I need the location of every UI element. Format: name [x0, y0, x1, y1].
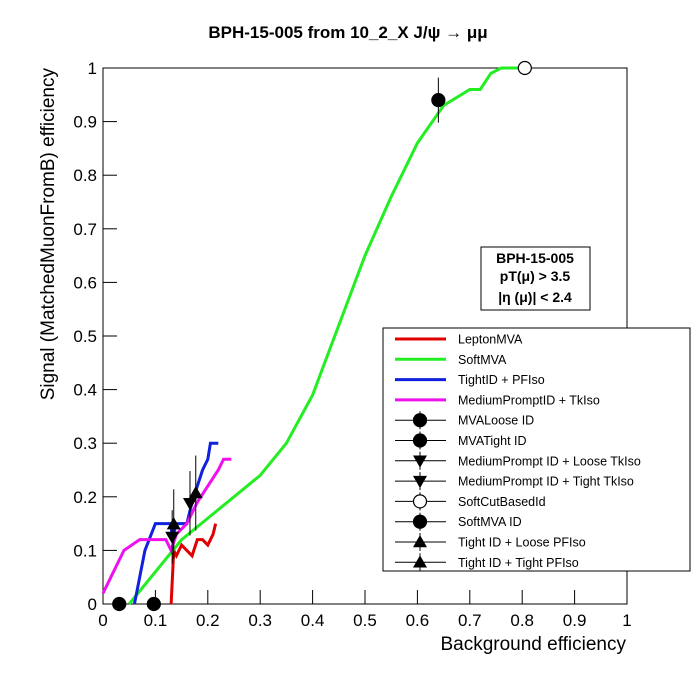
y-tick-label: 0.6 [73, 273, 97, 292]
marker [517, 60, 532, 76]
annotation: BPH-15-005 [496, 250, 574, 266]
legend-marker [413, 475, 427, 489]
x-tick-label: 0.6 [406, 611, 430, 630]
series-line [169, 523, 218, 605]
y-tick-label: 0.3 [73, 434, 97, 453]
legend-label: SoftMVA ID [458, 515, 522, 529]
legend-marker [413, 555, 427, 568]
legend-label: MVATight ID [458, 434, 527, 448]
legend-marker [412, 494, 428, 509]
x-tick-label: 0.9 [563, 611, 587, 630]
legend-marker [413, 535, 427, 548]
annotation: pT(μ) > 3.5 [500, 268, 571, 284]
legend-label: TightID + PFIso [458, 373, 545, 387]
x-tick-label: 0.2 [196, 611, 220, 630]
y-tick-label: 0.8 [73, 166, 97, 185]
x-tick-label: 0.1 [144, 611, 168, 630]
x-tick-label: 0.5 [353, 611, 377, 630]
y-tick-label: 0.2 [73, 488, 97, 507]
legend-marker [412, 413, 428, 428]
x-tick-label: 0.7 [458, 611, 482, 630]
legend-label: SoftCutBasedId [458, 495, 546, 509]
legend-label: MVALoose ID [458, 414, 534, 428]
marker [188, 486, 203, 499]
y-tick-label: 0.4 [73, 381, 97, 400]
legend-label: Tight ID + Loose PFIso [458, 536, 586, 550]
legend-label: MediumPrompt ID + Tight TkIso [458, 475, 634, 489]
marker [146, 596, 161, 612]
marker [112, 596, 127, 612]
y-axis-label: Signal (MatchedMuonFromB) efficiency [38, 68, 59, 401]
legend-label: MediumPromptID + TkIso [458, 393, 600, 407]
series-line [132, 441, 219, 605]
legend-label: LeptonMVA [458, 333, 523, 347]
legend-label: SoftMVA [458, 353, 507, 367]
y-tick-label: 0.7 [73, 220, 97, 239]
x-tick-label: 0.3 [248, 611, 272, 630]
y-tick-label: 0.1 [73, 541, 97, 560]
y-tick-label: 1 [88, 59, 97, 78]
marker [431, 93, 446, 108]
marker [166, 517, 181, 530]
legend-marker [412, 433, 428, 448]
marker [182, 497, 197, 511]
chart-title: BPH-15-005 from 10_2_X J/ψ → μμ [208, 23, 487, 42]
y-tick-label: 0.5 [73, 327, 97, 346]
x-tick-label: 0 [98, 611, 107, 630]
annotation-box [480, 246, 591, 311]
legend-box [382, 327, 691, 572]
legend-marker [413, 455, 427, 468]
legend-label: Tight ID + Tight PFIso [458, 556, 579, 570]
x-tick-label: 0.8 [510, 611, 534, 630]
x-axis-label: Background efficiency [440, 634, 626, 655]
y-tick-label: 0.9 [73, 113, 97, 132]
series-line [128, 66, 523, 605]
legend-label: MediumPrompt ID + Loose TkIso [458, 454, 641, 468]
x-tick-label: 1 [622, 611, 631, 630]
x-tick-label: 0.4 [301, 611, 325, 630]
legend-marker [412, 514, 428, 529]
y-tick-label: 0 [88, 595, 97, 614]
annotation: |η (μ)| < 2.4 [498, 289, 572, 305]
marker [165, 531, 180, 544]
